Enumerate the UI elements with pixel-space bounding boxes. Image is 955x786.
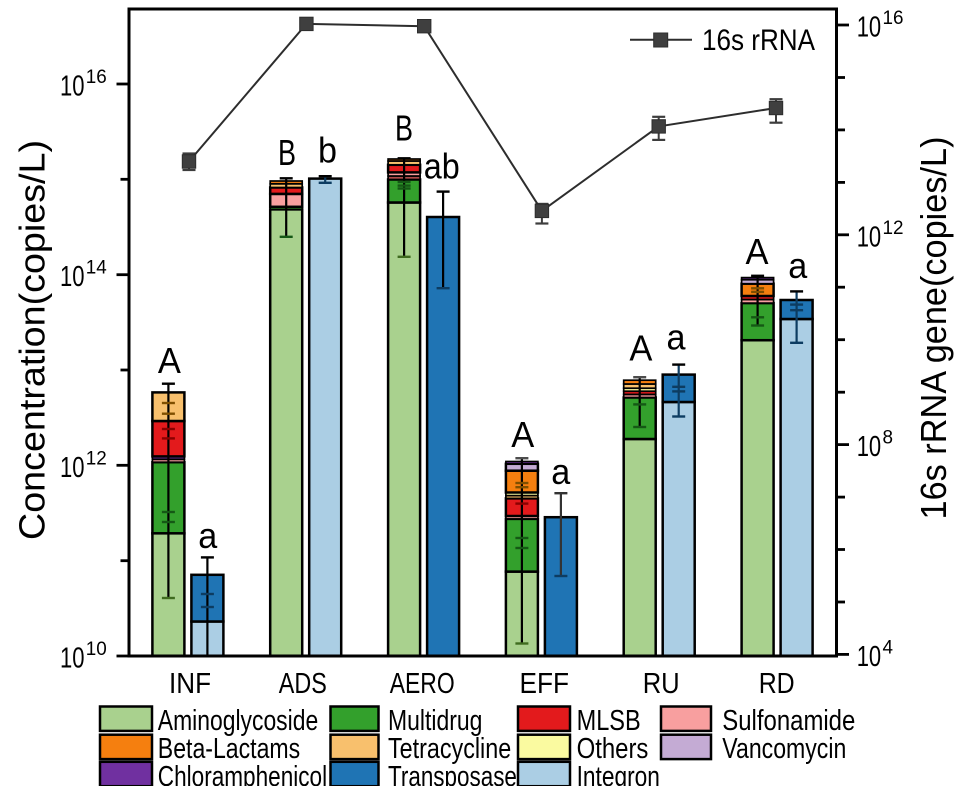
svg-text:Transposase: Transposase	[388, 761, 517, 786]
svg-text:Multidrug: Multidrug	[388, 705, 482, 737]
svg-text:14: 14	[86, 258, 107, 279]
svg-text:B: B	[395, 108, 413, 149]
svg-text:10: 10	[857, 431, 882, 463]
svg-text:12: 12	[883, 218, 904, 239]
svg-text:ab: ab	[424, 146, 460, 187]
svg-text:a: a	[198, 515, 218, 556]
svg-text:RU: RU	[643, 668, 680, 700]
svg-text:Integron: Integron	[577, 761, 660, 786]
svg-text:4: 4	[883, 637, 894, 658]
svg-text:a: a	[551, 451, 571, 492]
svg-text:B: B	[278, 132, 296, 173]
svg-text:MLSB: MLSB	[577, 705, 641, 737]
svg-text:Sulfonamide: Sulfonamide	[722, 705, 855, 737]
svg-text:Others: Others	[577, 733, 649, 765]
svg-text:A: A	[158, 340, 181, 381]
svg-text:A: A	[629, 328, 652, 369]
svg-text:Chloramphenicol: Chloramphenicol	[158, 761, 327, 786]
svg-text:10: 10	[86, 639, 107, 660]
svg-text:10: 10	[60, 452, 85, 484]
svg-text:EFF: EFF	[520, 668, 570, 700]
svg-text:16s rRNA gene(copies/L): 16s rRNA gene(copies/L)	[913, 137, 954, 520]
svg-text:12: 12	[86, 448, 107, 469]
svg-text:ADS: ADS	[279, 668, 327, 700]
svg-text:Vancomycin: Vancomycin	[722, 733, 846, 765]
svg-text:10: 10	[857, 221, 882, 253]
svg-text:16s rRNA: 16s rRNA	[702, 24, 815, 57]
svg-text:10: 10	[60, 261, 85, 293]
svg-text:10: 10	[857, 641, 882, 673]
svg-text:16: 16	[86, 67, 107, 88]
svg-text:Tetracycline: Tetracycline	[388, 733, 511, 765]
svg-text:10: 10	[857, 12, 882, 44]
svg-text:16: 16	[883, 8, 904, 29]
svg-text:INF: INF	[169, 668, 211, 700]
svg-text:A: A	[511, 414, 534, 455]
svg-text:RD: RD	[759, 668, 795, 700]
svg-text:a: a	[667, 317, 687, 358]
svg-text:10: 10	[60, 71, 85, 103]
svg-text:10: 10	[60, 643, 85, 675]
svg-text:AERO: AERO	[390, 668, 455, 700]
svg-text:8: 8	[883, 428, 894, 449]
svg-text:Beta-Lactams: Beta-Lactams	[158, 733, 300, 765]
svg-text:b: b	[318, 130, 337, 171]
svg-text:A: A	[746, 231, 769, 272]
svg-text:a: a	[788, 245, 808, 286]
svg-text:Aminoglycoside: Aminoglycoside	[158, 705, 318, 737]
svg-text:Concentration(copies/L): Concentration(copies/L)	[12, 140, 53, 540]
